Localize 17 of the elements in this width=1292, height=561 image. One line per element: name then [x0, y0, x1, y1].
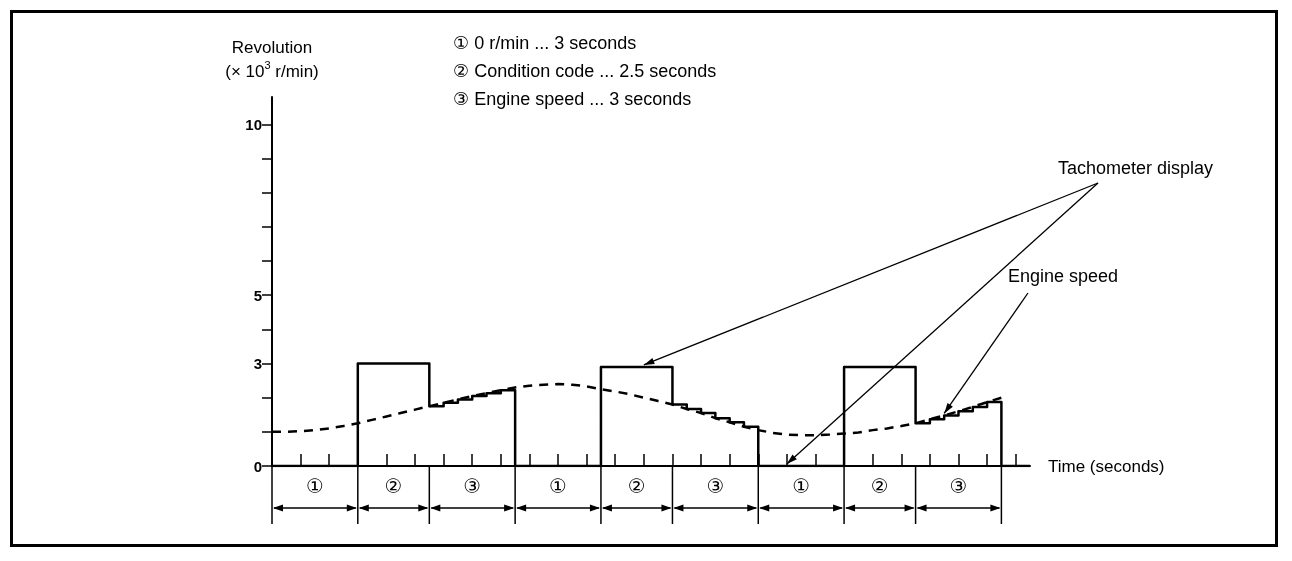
text: ③	[706, 475, 725, 497]
text: Engine speed	[1008, 266, 1119, 286]
text: ③	[949, 475, 968, 497]
y-tick-label: 0	[253, 457, 262, 475]
text: ②	[870, 475, 889, 497]
text: ③	[463, 475, 482, 497]
text: ①	[792, 475, 811, 497]
text: ②	[627, 475, 646, 497]
y-tick-label: 3	[253, 355, 262, 372]
y-tick-label: 5	[253, 286, 262, 304]
text: ①	[549, 475, 568, 497]
text: ①	[305, 475, 324, 497]
y-tick-label: 10	[245, 115, 262, 133]
x-axis-title: Time (seconds)	[1048, 456, 1165, 476]
text: ②	[384, 475, 403, 497]
text: Tachometer display	[1058, 158, 1214, 178]
chart-subtitle: ① 0 r/min ... 3 seconds ② Condition code ... 2.5 seconds ③ Engine speed ... 3 seconds	[453, 33, 717, 109]
